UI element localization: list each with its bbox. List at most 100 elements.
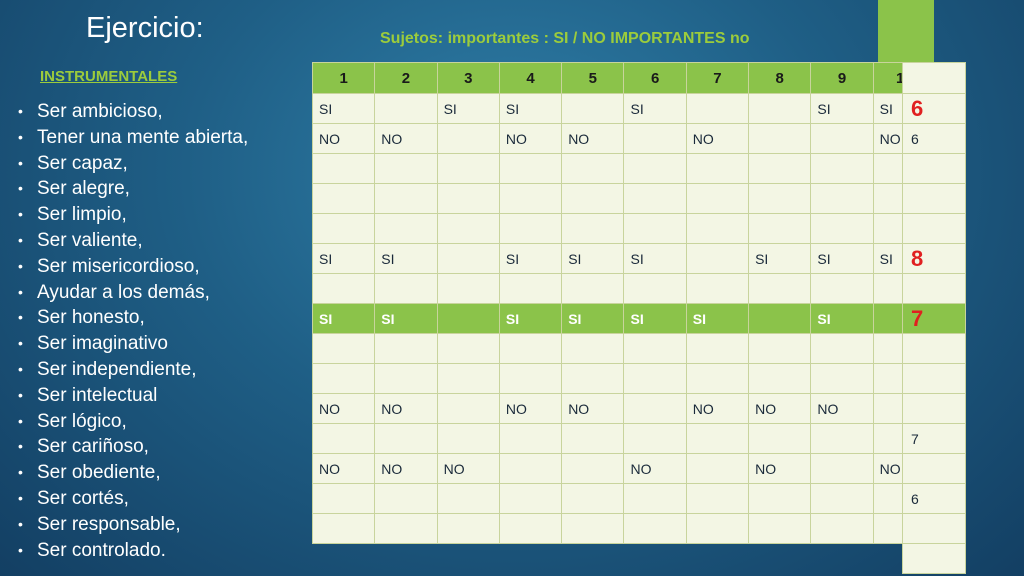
trait-item: Ser cortés, bbox=[18, 486, 248, 512]
table-cell bbox=[685, 93, 750, 124]
table-cell bbox=[810, 453, 874, 484]
table-row: SI SI SI SI SI SI bbox=[311, 93, 936, 124]
table-cell: SI bbox=[561, 243, 625, 274]
table-cell bbox=[810, 183, 874, 214]
column-header: 6 bbox=[623, 62, 687, 94]
table-cell: NO bbox=[685, 123, 750, 154]
table-cell bbox=[748, 363, 812, 394]
trait-item: Ser obediente, bbox=[18, 460, 248, 486]
table-cell: SI bbox=[623, 303, 687, 334]
table-cell: SI bbox=[311, 243, 376, 274]
evaluation-table: 12345678910 SISISISISISINONONONONONOSISI… bbox=[311, 62, 936, 544]
table-cell bbox=[623, 513, 687, 544]
table-cell: NO bbox=[810, 393, 874, 424]
table-row bbox=[311, 153, 936, 184]
side-row: 8 bbox=[902, 243, 966, 274]
table-row bbox=[311, 483, 936, 514]
table-cell bbox=[436, 273, 500, 304]
table-cell: SI bbox=[810, 303, 874, 334]
table-cell bbox=[498, 153, 563, 184]
table-cell bbox=[748, 93, 812, 124]
table-cell bbox=[561, 453, 625, 484]
table-cell bbox=[748, 123, 812, 154]
side-row bbox=[902, 393, 966, 424]
table-cell bbox=[498, 363, 563, 394]
trait-item: Tener una mente abierta, bbox=[18, 125, 248, 151]
column-header: 1 bbox=[311, 62, 376, 94]
table-cell bbox=[623, 153, 687, 184]
table-cell bbox=[311, 513, 376, 544]
table-cell bbox=[561, 93, 625, 124]
table-cell: NO bbox=[498, 123, 563, 154]
table-cell: NO bbox=[623, 453, 687, 484]
table-cell: NO bbox=[748, 453, 812, 484]
column-header: 7 bbox=[685, 62, 750, 94]
side-cell bbox=[902, 213, 966, 244]
side-row bbox=[902, 183, 966, 214]
column-header: 5 bbox=[561, 62, 625, 94]
trait-item: Ser cariñoso, bbox=[18, 434, 248, 460]
page-title: Ejercicio: bbox=[86, 12, 204, 44]
table-row bbox=[311, 183, 936, 214]
side-row bbox=[902, 273, 966, 304]
trait-item: Ser imaginativo bbox=[18, 331, 248, 357]
table-row: SI SI SI SI SI SI SI SI bbox=[311, 243, 936, 274]
table-cell: SI bbox=[498, 93, 563, 124]
table-cell: SI bbox=[311, 303, 376, 334]
table-cell: NO bbox=[374, 393, 438, 424]
table-cell: SI bbox=[498, 243, 563, 274]
table-cell: NO bbox=[748, 393, 812, 424]
side-cell bbox=[902, 62, 966, 94]
table-cell bbox=[685, 483, 750, 514]
table-cell bbox=[561, 333, 625, 364]
table-cell bbox=[311, 213, 376, 244]
table-cell bbox=[685, 183, 750, 214]
table-cell bbox=[436, 513, 500, 544]
table-cell bbox=[561, 273, 625, 304]
table-cell bbox=[561, 213, 625, 244]
table-row bbox=[311, 363, 936, 394]
table-cell bbox=[623, 393, 687, 424]
table-cell bbox=[748, 513, 812, 544]
side-row bbox=[902, 363, 966, 394]
table-cell: NO bbox=[311, 453, 376, 484]
side-row bbox=[902, 62, 966, 94]
table-cell bbox=[436, 153, 500, 184]
table-cell bbox=[810, 213, 874, 244]
side-row bbox=[902, 153, 966, 184]
table-cell: NO bbox=[436, 453, 500, 484]
table-header-row: 12345678910 bbox=[311, 62, 936, 94]
table-cell bbox=[436, 183, 500, 214]
table-row bbox=[311, 213, 936, 244]
trait-item: Ser alegre, bbox=[18, 176, 248, 202]
table-cell bbox=[623, 363, 687, 394]
table-cell bbox=[498, 513, 563, 544]
table-cell: SI bbox=[436, 93, 500, 124]
table-cell bbox=[623, 423, 687, 454]
trait-item: Ayudar a los demás, bbox=[18, 280, 248, 306]
traits-list: Ser ambicioso,Tener una mente abierta, Se… bbox=[18, 99, 248, 563]
table-cell bbox=[498, 273, 563, 304]
table-cell bbox=[810, 363, 874, 394]
table-cell bbox=[436, 483, 500, 514]
side-cell bbox=[902, 513, 966, 544]
table-cell bbox=[623, 213, 687, 244]
side-row: 7 bbox=[902, 423, 966, 454]
table-cell: SI bbox=[374, 303, 438, 334]
side-cell bbox=[902, 333, 966, 364]
table-cell: SI bbox=[810, 243, 874, 274]
table-cell bbox=[311, 153, 376, 184]
table-cell: SI bbox=[561, 303, 625, 334]
table-cell bbox=[561, 363, 625, 394]
table-cell bbox=[685, 243, 750, 274]
side-cell bbox=[902, 183, 966, 214]
table-cell bbox=[311, 423, 376, 454]
table-cell: SI bbox=[498, 303, 563, 334]
table-cell: SI bbox=[685, 303, 750, 334]
trait-item: Ser ambicioso, bbox=[18, 99, 248, 125]
side-cell: 6 bbox=[902, 483, 966, 514]
table-cell bbox=[436, 243, 500, 274]
table-cell bbox=[498, 183, 563, 214]
table-cell bbox=[374, 153, 438, 184]
table-cell bbox=[810, 483, 874, 514]
